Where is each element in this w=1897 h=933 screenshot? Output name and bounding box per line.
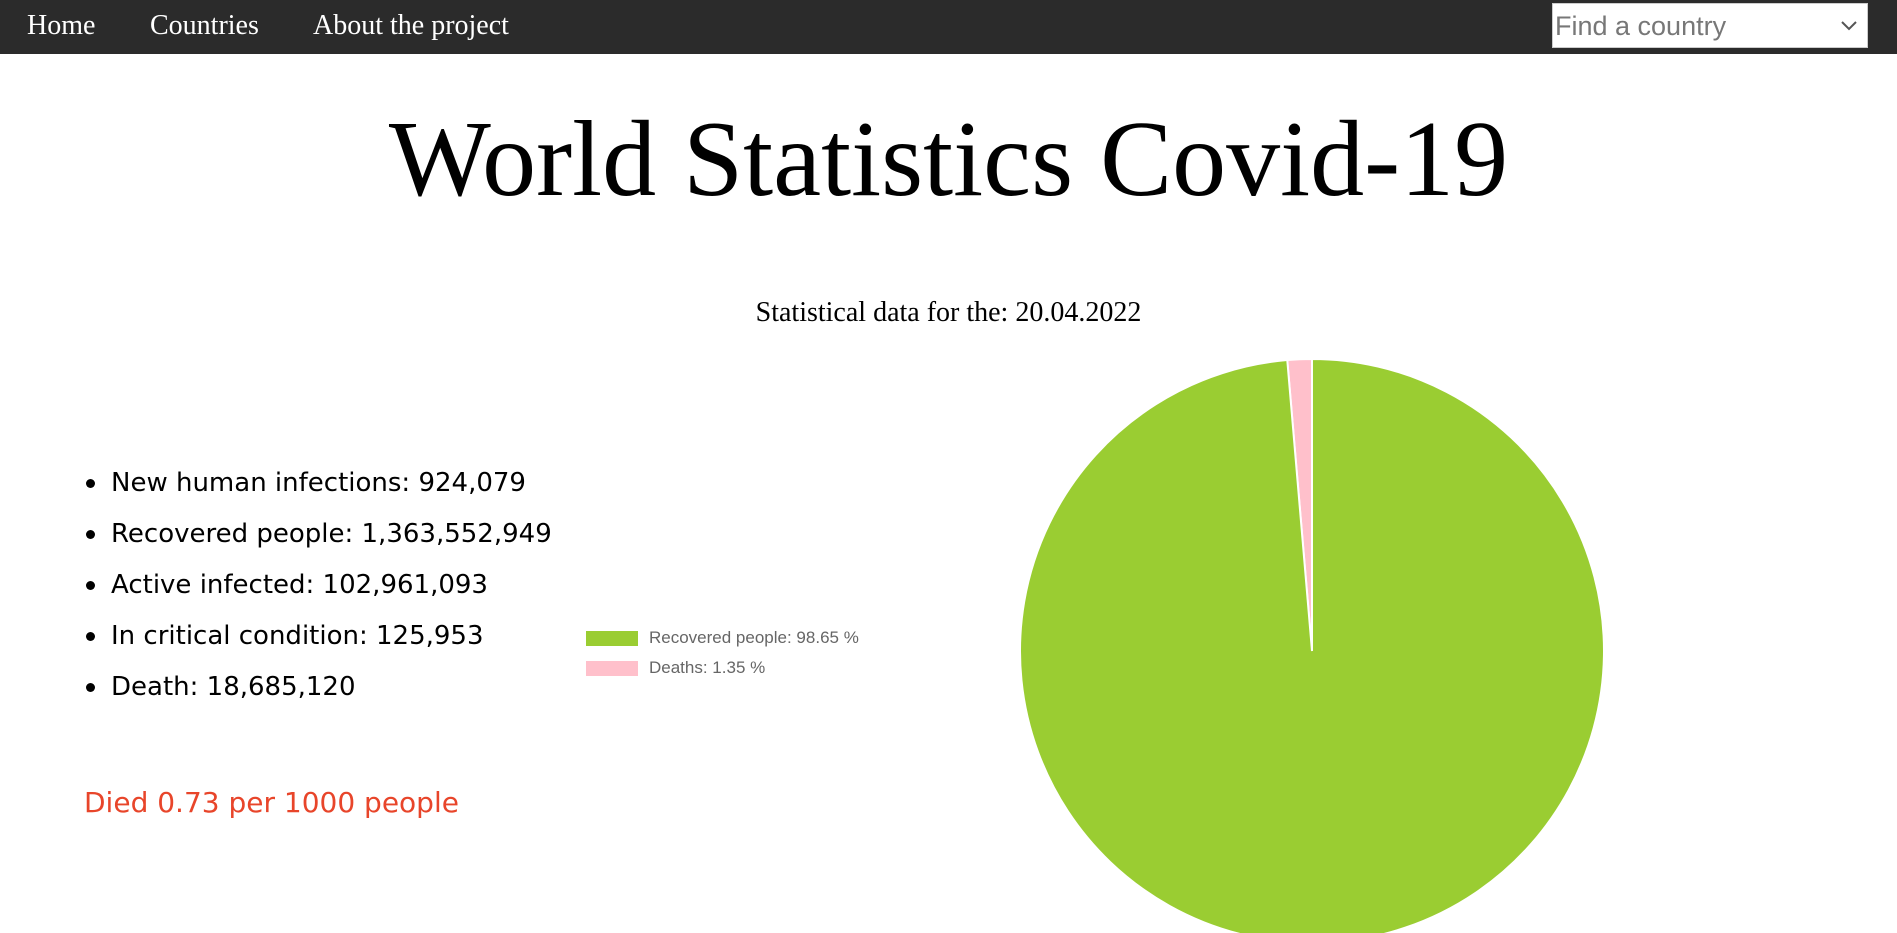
pie-slice-recovered[interactable]: [1019, 357, 1605, 933]
top-navbar: Home Countries About the project Find a …: [0, 0, 1897, 54]
stat-new-infections: New human infections: 924,079: [72, 460, 552, 511]
legend-label-deaths: Deaths: 1.35 %: [649, 658, 766, 677]
page-title: World Statistics Covid-19: [388, 100, 1509, 219]
stat-label: Death: 18,685,120: [111, 672, 356, 702]
legend-swatch-deaths: [586, 661, 638, 676]
stat-label: Active infected: 102,961,093: [111, 570, 488, 600]
country-search-select[interactable]: Find a country: [1552, 3, 1868, 48]
statistics-date: Statistical data for the: 20.04.2022: [755, 297, 1142, 328]
nav-home-link[interactable]: Home: [27, 10, 96, 41]
death-rate-text: Died 0.73 per 1000 people: [84, 786, 459, 819]
legend-item-deaths[interactable]: Deaths: 1.35 %: [586, 657, 859, 687]
stat-active-infected: Active infected: 102,961,093: [72, 562, 552, 613]
legend-swatch-recovered: [586, 631, 638, 646]
stat-label: In critical condition: 125,953: [111, 621, 484, 651]
nav-about-link[interactable]: About the project: [313, 10, 509, 41]
nav-countries-link[interactable]: Countries: [150, 10, 259, 41]
bullet-icon: [86, 530, 95, 539]
chart-legend: Recovered people: 98.65 % Deaths: 1.35 %: [586, 627, 859, 687]
stat-critical-condition: In critical condition: 125,953: [72, 613, 552, 664]
legend-item-recovered[interactable]: Recovered people: 98.65 %: [586, 627, 859, 657]
bullet-icon: [86, 479, 95, 488]
stat-deaths: Death: 18,685,120: [72, 664, 552, 715]
stat-recovered: Recovered people: 1,363,552,949: [72, 511, 552, 562]
stats-list: New human infections: 924,079 Recovered …: [72, 460, 552, 715]
legend-label-recovered: Recovered people: 98.65 %: [649, 628, 859, 647]
bullet-icon: [86, 632, 95, 641]
country-search-placeholder: Find a country: [1555, 11, 1727, 41]
bullet-icon: [86, 683, 95, 692]
pie-chart: [1019, 357, 1605, 933]
bullet-icon: [86, 581, 95, 590]
stat-label: New human infections: 924,079: [111, 468, 526, 498]
chevron-down-icon: [1841, 21, 1857, 31]
stat-label: Recovered people: 1,363,552,949: [111, 519, 552, 549]
